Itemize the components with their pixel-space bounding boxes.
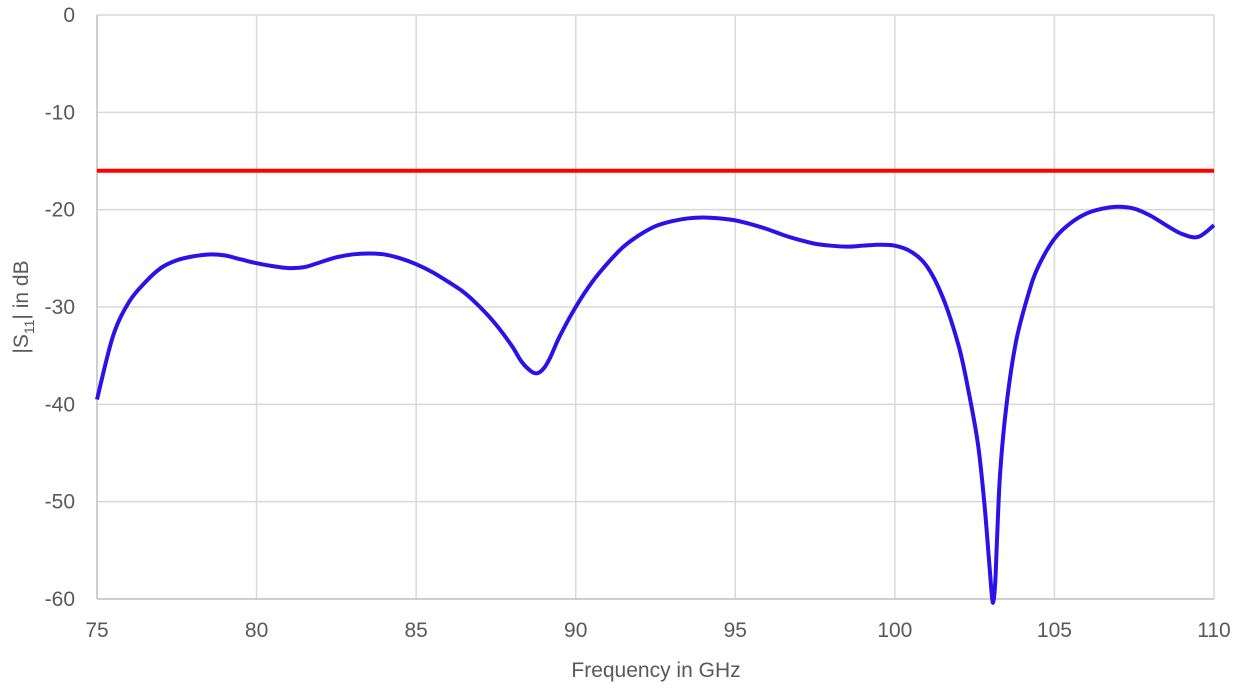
- x-tick-label: 95: [724, 619, 747, 642]
- y-axis-label: |S11| in dB: [10, 260, 37, 353]
- x-tick-labels: 75 80 85 90 95 100 105 110: [85, 619, 1230, 642]
- axes: [96, 15, 1214, 600]
- data-series: [95, 168, 1216, 605]
- y-tick-label: -10: [45, 101, 75, 124]
- x-tick-label: 90: [564, 619, 587, 642]
- x-tick-label: 110: [1197, 619, 1230, 642]
- x-tick-label: 75: [85, 619, 108, 642]
- s11-curve: [95, 204, 1216, 605]
- y-tick-label: -20: [45, 199, 75, 222]
- y-tick-label: 0: [63, 4, 75, 27]
- y-axis-label-prefix: |S: [10, 334, 33, 353]
- x-tick-label: 85: [404, 619, 427, 642]
- x-tick-label: 80: [245, 619, 268, 642]
- x-tick-label: 100: [877, 619, 912, 642]
- x-tick-label: 105: [1037, 619, 1072, 642]
- y-tick-label: -50: [45, 491, 75, 514]
- x-axis-label: Frequency in GHz: [571, 659, 740, 682]
- grid-lines: [97, 14, 1215, 599]
- y-axis-label-subscript: 11: [21, 319, 37, 334]
- y-tick-label: -30: [45, 296, 75, 319]
- y-tick-label: -60: [45, 588, 75, 611]
- y-tick-label: -40: [45, 393, 75, 416]
- y-axis-label-suffix: | in dB: [10, 260, 33, 319]
- y-tick-labels: 0 -10 -20 -30 -40 -50 -60: [45, 4, 75, 611]
